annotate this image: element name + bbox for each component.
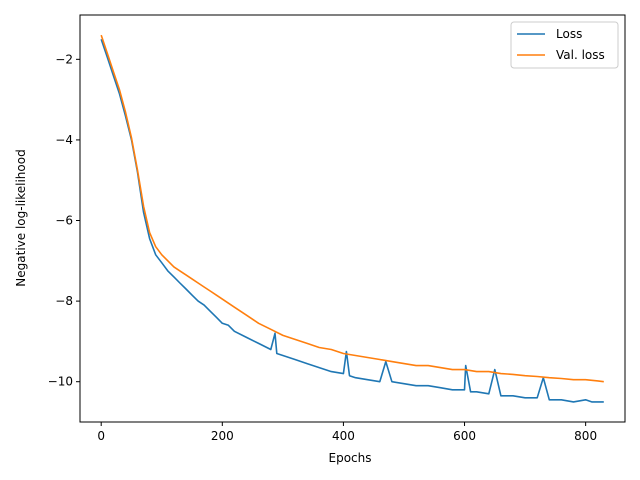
- x-tick-label: 400: [332, 429, 355, 443]
- x-axis-label: Epochs: [329, 451, 372, 465]
- series-layer: [100, 34, 604, 403]
- y-tick-label: −8: [55, 294, 73, 308]
- x-tick-label: 0: [97, 429, 105, 443]
- series-line-1: [100, 34, 604, 383]
- y-axis-ticks: −10 −8 −6 −4 −2: [48, 52, 80, 389]
- x-tick-label: 200: [211, 429, 234, 443]
- plot-frame: [79, 14, 626, 423]
- legend: Loss Val. loss: [510, 21, 619, 69]
- y-tick-label: −6: [55, 214, 73, 228]
- x-axis-ticks: 0 200 400 600 800: [97, 422, 597, 443]
- legend-label-loss: Loss: [556, 27, 582, 41]
- y-tick-label: −2: [55, 52, 73, 66]
- y-axis-label: Negative log-likelihood: [14, 149, 28, 286]
- x-tick-label: 800: [574, 429, 597, 443]
- legend-label-val-loss: Val. loss: [556, 48, 605, 62]
- series-line-0: [100, 38, 604, 403]
- x-tick-label: 600: [453, 429, 476, 443]
- y-tick-label: −4: [55, 133, 73, 147]
- y-tick-label: −10: [48, 375, 73, 389]
